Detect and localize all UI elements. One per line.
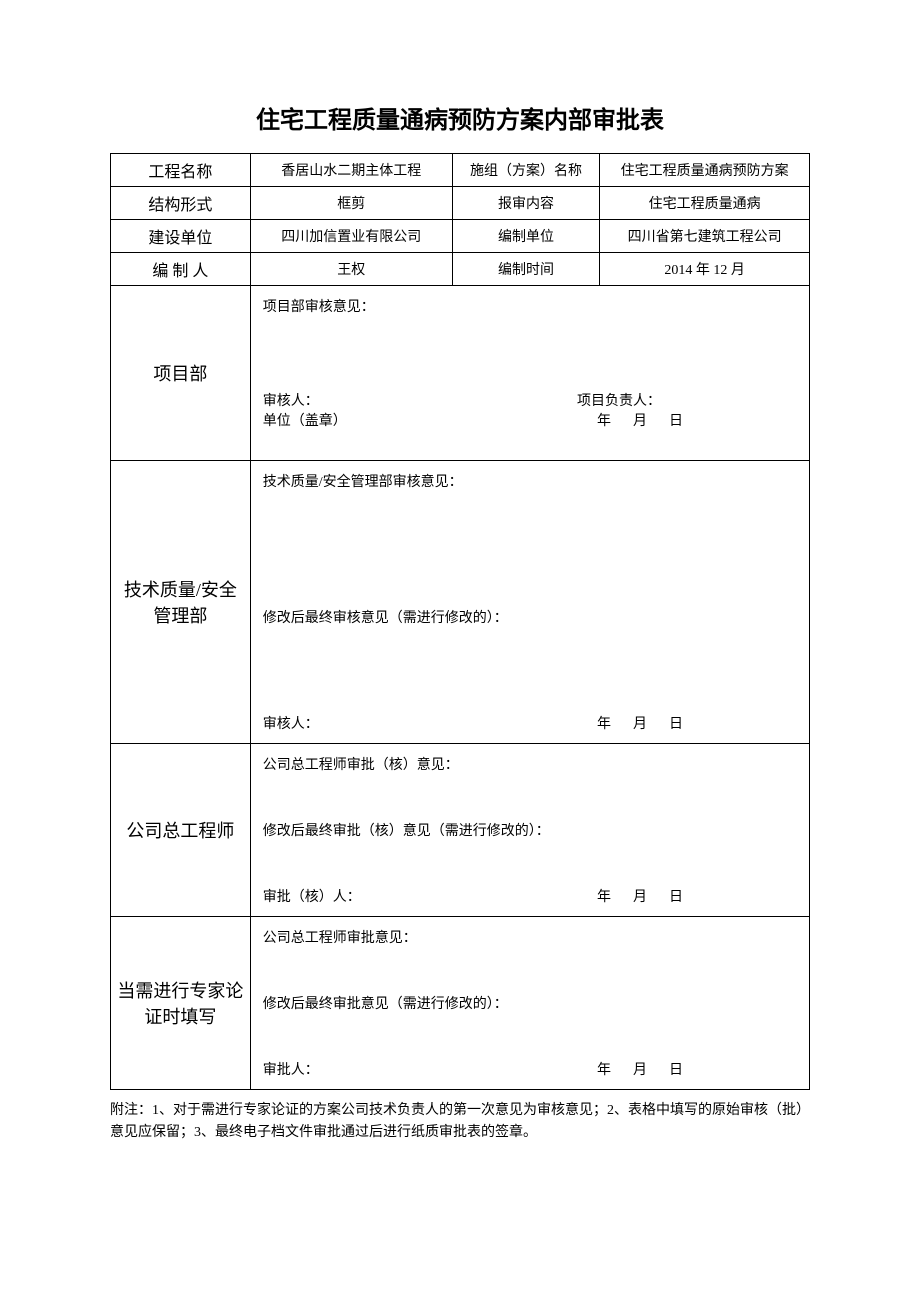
footnote-text: 附注：1、对于需进行专家论证的方案公司技术负责人的第一次意见为审核意见；2、表格… [110,1100,810,1145]
review-content-label: 报审内容 [452,187,600,220]
section-4-label: 当需进行专家论证时填写 [111,917,251,1090]
section-project-dept: 项目部 项目部审核意见： 审核人： 项目负责人： 单位（盖章） 年 月 日 [111,286,810,461]
section-3-content: 公司总工程师审批（核）意见： 修改后最终审批（核）意见（需进行修改的）： 审批（… [250,744,809,917]
scheme-name-value: 住宅工程质量通病预防方案 [600,154,810,187]
review-content-value: 住宅工程质量通病 [600,187,810,220]
section-1-label: 项目部 [111,286,251,461]
section-3-label: 公司总工程师 [111,744,251,917]
s3-opinion-label: 公司总工程师审批（核）意见： [263,754,797,774]
section-2-content: 技术质量/安全管理部审核意见： 修改后最终审核意见（需进行修改的）： 审核人： … [250,461,809,744]
s1-opinion-label: 项目部审核意见： [263,296,797,316]
s4-date: 年 月 日 [597,1059,757,1079]
header-row-2: 结构形式 框剪 报审内容 住宅工程质量通病 [111,187,810,220]
compile-unit-value: 四川省第七建筑工程公司 [600,220,810,253]
s1-date: 年 月 日 [597,410,757,430]
compile-time-label: 编制时间 [452,253,600,286]
compiler-label: 编 制 人 [111,253,251,286]
s3-date: 年 月 日 [597,886,757,906]
s2-date: 年 月 日 [597,713,757,733]
s4-opinion-label: 公司总工程师审批意见： [263,927,797,947]
approval-table: 工程名称 香居山水二期主体工程 施组（方案）名称 住宅工程质量通病预防方案 结构… [110,153,810,1090]
header-row-3: 建设单位 四川加信置业有限公司 编制单位 四川省第七建筑工程公司 [111,220,810,253]
construction-unit-value: 四川加信置业有限公司 [250,220,452,253]
section-expert-review: 当需进行专家论证时填写 公司总工程师审批意见： 修改后最终审批意见（需进行修改的… [111,917,810,1090]
project-name-label: 工程名称 [111,154,251,187]
scheme-name-label: 施组（方案）名称 [452,154,600,187]
s4-revised-label: 修改后最终审批意见（需进行修改的）： [263,993,797,1013]
s2-reviewer-label: 审核人： [263,713,319,733]
section-1-content: 项目部审核意见： 审核人： 项目负责人： 单位（盖章） 年 月 日 [250,286,809,461]
s3-revised-label: 修改后最终审批（核）意见（需进行修改的）： [263,820,797,840]
s1-reviewer-label: 审核人： [263,390,319,410]
header-row-4: 编 制 人 王权 编制时间 2014 年 12 月 [111,253,810,286]
compile-unit-label: 编制单位 [452,220,600,253]
s1-leader-label: 项目负责人： [577,390,757,410]
page-title: 住宅工程质量通病预防方案内部审批表 [110,100,810,135]
construction-unit-label: 建设单位 [111,220,251,253]
s3-reviewer-label: 审批（核）人： [263,886,361,906]
structure-type-label: 结构形式 [111,187,251,220]
project-name-value: 香居山水二期主体工程 [250,154,452,187]
section-chief-engineer: 公司总工程师 公司总工程师审批（核）意见： 修改后最终审批（核）意见（需进行修改… [111,744,810,917]
compile-time-value: 2014 年 12 月 [600,253,810,286]
s2-revised-label: 修改后最终审核意见（需进行修改的）： [263,607,797,627]
structure-type-value: 框剪 [250,187,452,220]
section-2-label: 技术质量/安全管理部 [111,461,251,744]
section-tech-quality: 技术质量/安全管理部 技术质量/安全管理部审核意见： 修改后最终审核意见（需进行… [111,461,810,744]
s4-reviewer-label: 审批人： [263,1059,319,1079]
s1-stamp-label: 单位（盖章） [263,410,347,430]
section-4-content: 公司总工程师审批意见： 修改后最终审批意见（需进行修改的）： 审批人： 年 月 … [250,917,809,1090]
s2-opinion-label: 技术质量/安全管理部审核意见： [263,471,797,491]
compiler-value: 王权 [250,253,452,286]
header-row-1: 工程名称 香居山水二期主体工程 施组（方案）名称 住宅工程质量通病预防方案 [111,154,810,187]
